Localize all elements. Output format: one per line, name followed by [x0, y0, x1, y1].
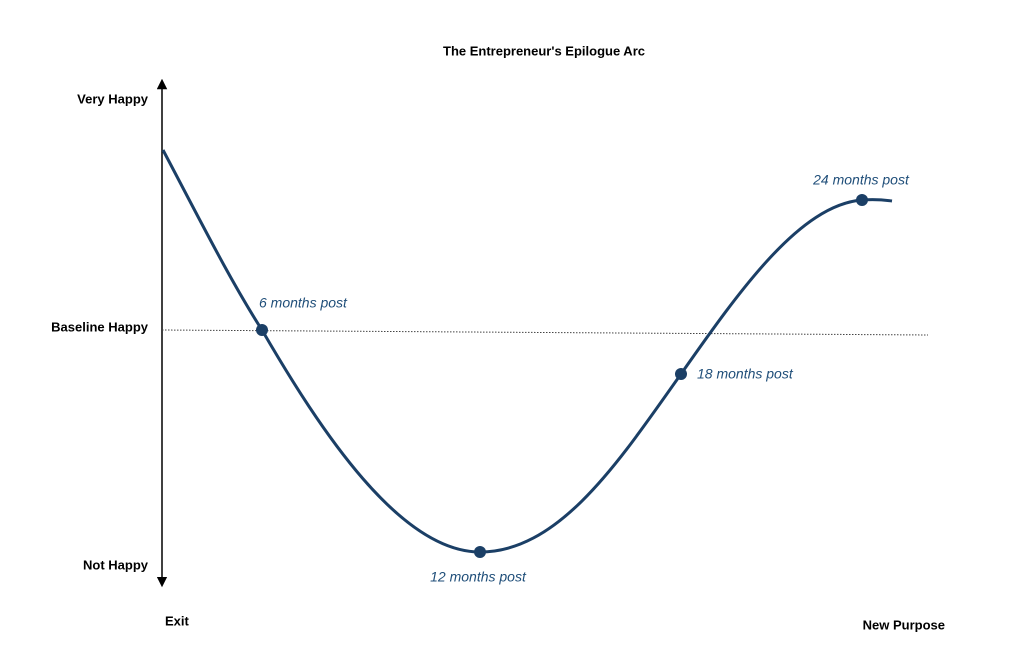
- point: [256, 324, 268, 336]
- point: [675, 368, 687, 380]
- arc-curve: [161, 149, 893, 554]
- point: [474, 546, 486, 558]
- point-label: 6 months post: [259, 295, 348, 311]
- point-label: 12 months post: [430, 569, 527, 585]
- y-label: Not Happy: [83, 557, 149, 572]
- y-label: Baseline Happy: [51, 319, 149, 334]
- x-label: Exit: [165, 613, 190, 628]
- y-label: Very Happy: [77, 91, 149, 106]
- point: [856, 194, 868, 206]
- point-label: 18 months post: [697, 366, 794, 382]
- title: The Entrepreneur's Epilogue Arc: [443, 43, 645, 58]
- x-label: New Purpose: [863, 617, 945, 632]
- point-label: 24 months post: [812, 172, 910, 188]
